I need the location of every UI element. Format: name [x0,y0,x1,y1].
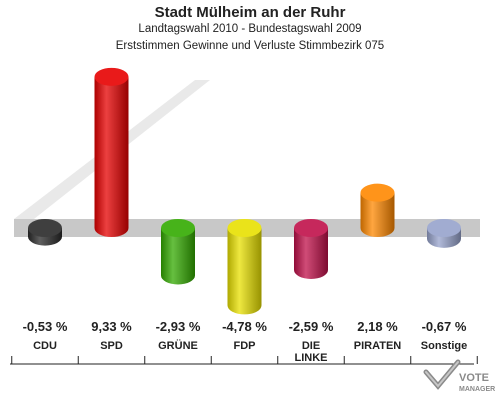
category-label: DIE [302,340,320,352]
bar-piraten [360,183,395,237]
bar-grüne [161,219,195,285]
value-label: -0,67 % [422,319,467,334]
bar-cdu [28,219,62,246]
checkmark-icon [423,359,461,390]
category-label: CDU [33,340,57,352]
bar-die-linke [294,219,328,279]
category-label: GRÜNE [158,339,198,352]
value-label: -2,93 % [156,319,201,334]
chart-subtitle-1: Landtagswahl 2010 - Bundestagswahl 2009 [138,23,362,35]
bar-spd [94,67,129,237]
logo-line2: MANAGER [459,386,495,393]
category-label: Sonstige [421,340,467,352]
bar-sonstige [427,219,461,248]
chart-subtitle-2: Erststimmen Gewinne und Verluste Stimmbe… [115,40,385,52]
category-label: SPD [100,340,123,352]
value-label: 2,18 % [357,319,398,334]
category-label: PIRATEN [354,340,402,352]
value-label: 9,33 % [91,319,132,334]
vote-manager-logo: VOTE MANAGER [423,359,495,393]
value-label: -0,53 % [23,319,68,334]
value-label: -2,59 % [289,319,334,334]
chart-title: Stadt Mülheim an der Ruhr [154,4,346,21]
category-label: LINKE [295,352,328,364]
bar-fdp [227,219,262,315]
logo-line1: VOTE [459,372,489,384]
category-label: FDP [234,340,256,352]
value-label: -4,78 % [222,319,267,334]
